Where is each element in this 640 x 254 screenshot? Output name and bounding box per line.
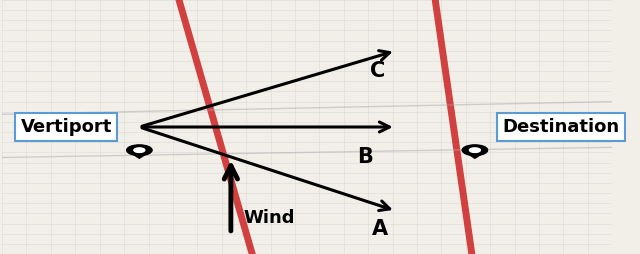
Circle shape [127,145,152,155]
Circle shape [469,148,481,152]
Text: C: C [370,61,385,81]
Polygon shape [127,150,152,158]
Text: B: B [357,148,373,167]
Text: Destination: Destination [502,118,620,136]
Circle shape [134,148,145,152]
Text: A: A [372,219,388,239]
Text: Vertiport: Vertiport [20,118,112,136]
Circle shape [462,145,488,155]
Polygon shape [462,150,488,158]
Text: Wind: Wind [243,210,294,227]
